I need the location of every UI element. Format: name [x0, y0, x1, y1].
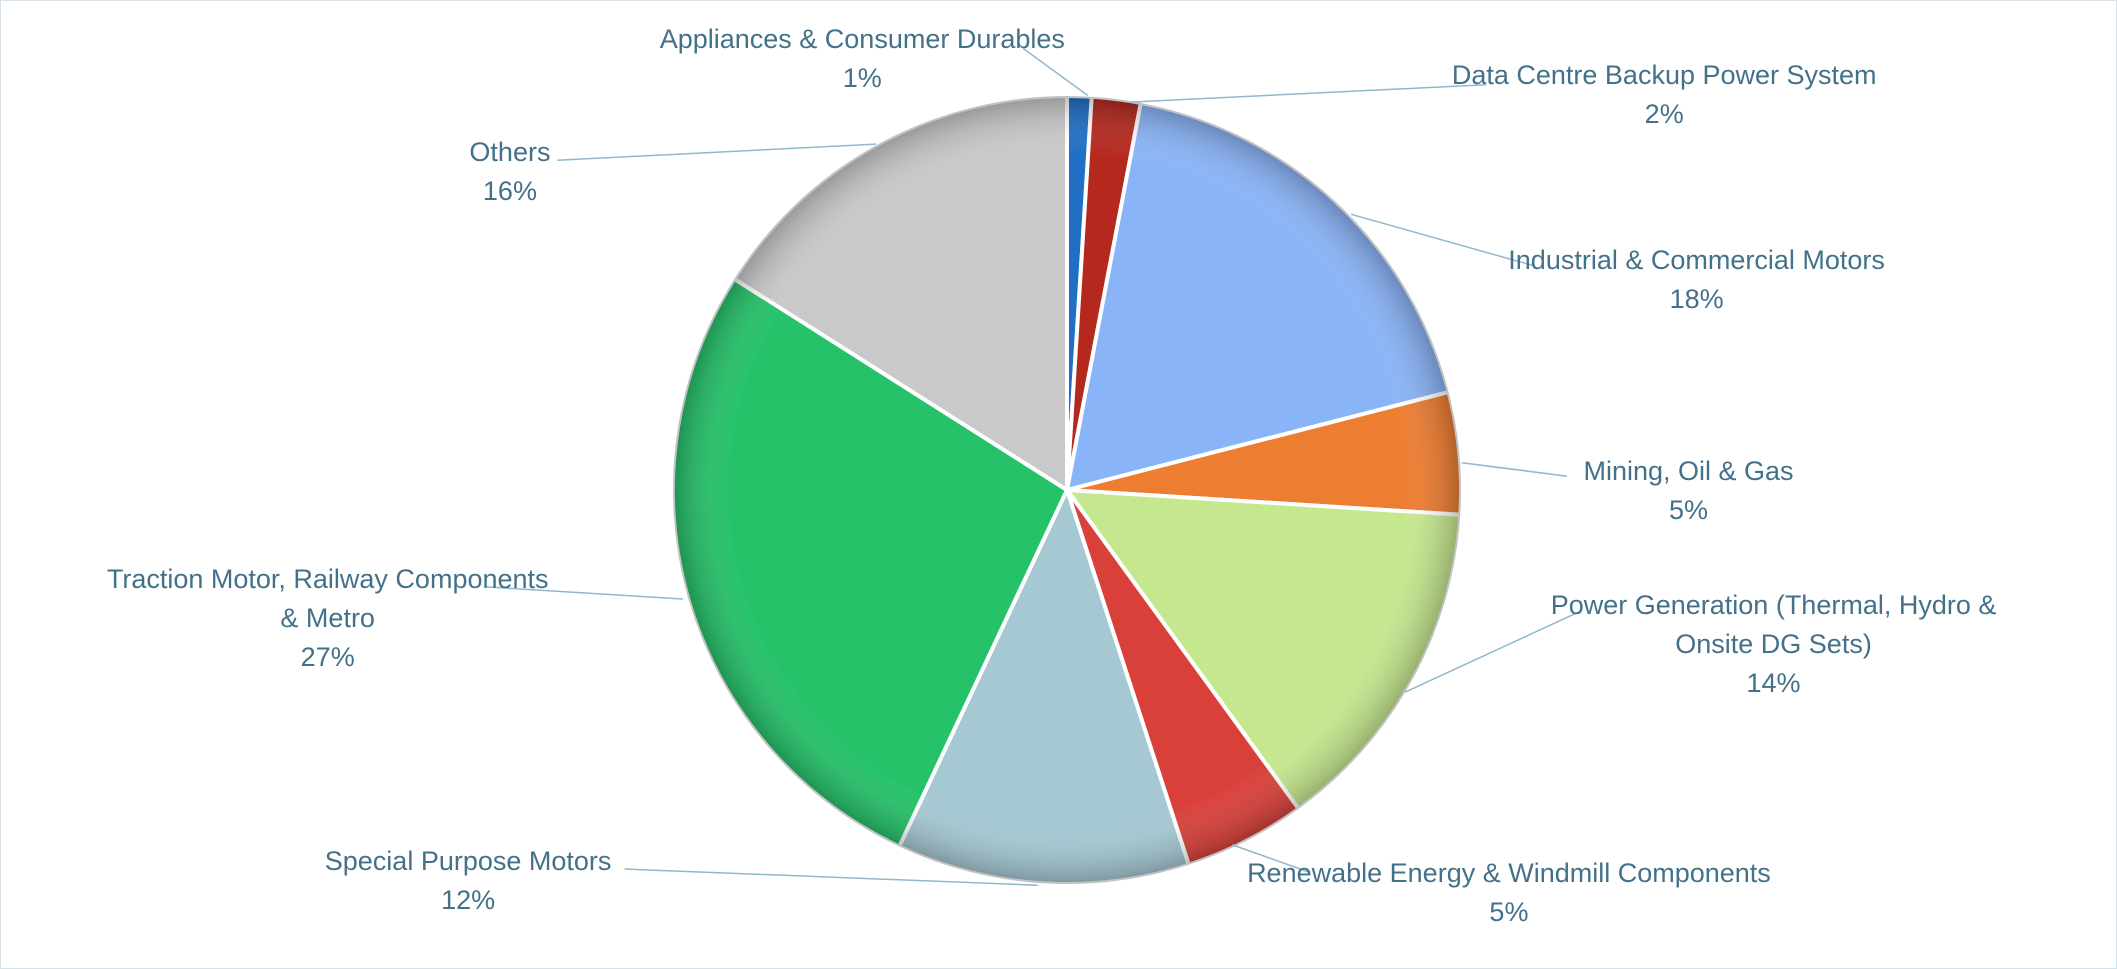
slice-label: Power Generation (Thermal, Hydro & Onsit…	[1510, 586, 2037, 703]
slice-label: Mining, Oil & Gas 5%	[1486, 452, 1891, 530]
category-name: Industrial & Commercial Motors	[1508, 245, 1885, 276]
leader-line	[486, 586, 683, 600]
leader-line	[1461, 461, 1568, 477]
category-name: Data Centre Backup Power System	[1451, 60, 1877, 91]
leader-line	[1404, 610, 1581, 693]
slice-label: Others 16%	[375, 133, 645, 211]
category-name: Mining, Oil & Gas	[1583, 455, 1794, 486]
slice-label: Appliances & Consumer Durables 1%	[640, 20, 1086, 98]
slice-label: Special Purpose Motors 12%	[239, 842, 698, 920]
leader-line	[1128, 83, 1487, 103]
leader-line	[1231, 844, 1309, 873]
value-label: 2%	[1644, 99, 1684, 130]
slice-label: Data Centre Backup Power System 2%	[1421, 56, 1907, 134]
category-name: Appliances & Consumer Durables	[659, 23, 1065, 54]
value-label: 1%	[842, 62, 882, 93]
value-label: 12%	[441, 885, 496, 916]
value-label: 14%	[1746, 667, 1801, 698]
slice-label: Traction Motor, Railway Components & Met…	[98, 560, 557, 677]
value-label: 27%	[300, 641, 355, 672]
value-label: 16%	[482, 176, 537, 207]
leader-line	[1022, 47, 1089, 97]
slice-label: Renewable Energy & Windmill Components 5%	[1239, 854, 1779, 932]
leader-line	[624, 868, 1038, 886]
slice-label: Industrial & Commercial Motors 18%	[1474, 241, 1920, 319]
value-label: 18%	[1669, 284, 1724, 315]
category-name: Special Purpose Motors	[324, 846, 612, 877]
category-name: Traction Motor, Railway Components & Met…	[106, 563, 549, 633]
leader-line	[1350, 213, 1534, 267]
leader-line	[557, 143, 876, 162]
value-label: 5%	[1489, 897, 1529, 928]
category-name: Others	[469, 137, 551, 168]
value-label: 5%	[1668, 494, 1709, 525]
category-name: Renewable Energy & Windmill Components	[1247, 858, 1771, 889]
category-name: Power Generation (Thermal, Hydro & Onsit…	[1550, 589, 1997, 659]
